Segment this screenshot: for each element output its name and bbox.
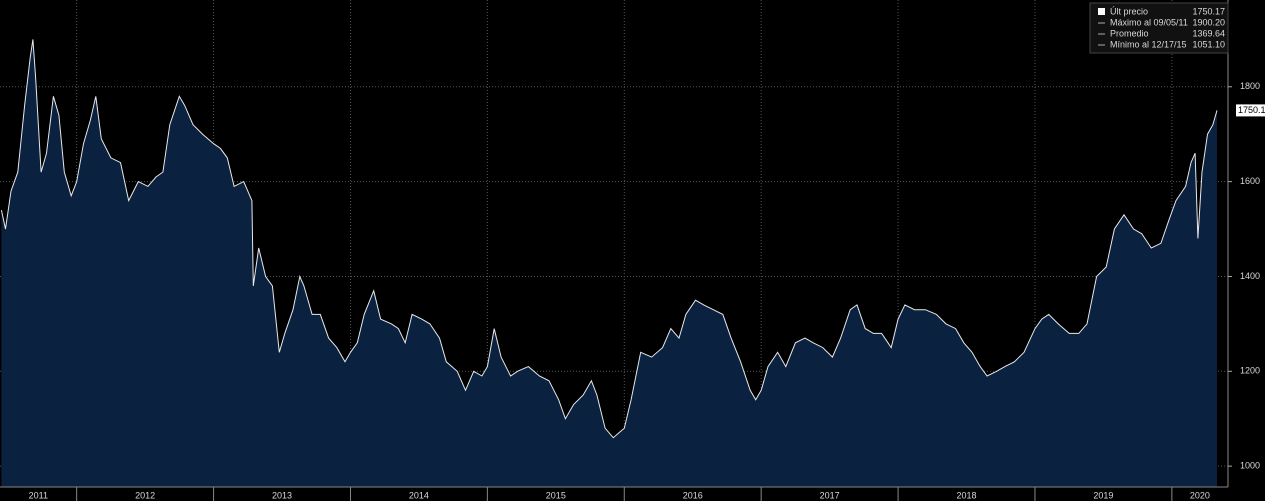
x-tick-label: 2011 <box>29 490 48 500</box>
y-tick-label: 1600 <box>1240 176 1260 186</box>
legend-value: 1750.17 <box>1192 6 1225 16</box>
x-tick-label: 2019 <box>1093 490 1113 500</box>
x-tick-label: 2013 <box>272 490 292 500</box>
x-tick-label: 2015 <box>546 490 566 500</box>
legend-swatch <box>1098 8 1105 15</box>
legend-name: Mínimo al 12/17/15 <box>1110 39 1187 49</box>
legend-name: Promedio <box>1110 28 1149 38</box>
legend-box <box>1089 2 1229 54</box>
y-tick-label: 1800 <box>1240 81 1260 91</box>
last-price-label: 1750.1 <box>1238 105 1265 115</box>
legend-value: 1051.10 <box>1192 39 1225 49</box>
x-tick-label: 2014 <box>409 490 429 500</box>
legend-name: Últ precio <box>1110 6 1148 16</box>
line <box>0 39 1218 439</box>
legend: Últ precio 1750.17 Máximo al 09/05/11 1900.… <box>1089 2 1229 54</box>
y-tick-label: 1200 <box>1240 366 1260 376</box>
x-tick-label: 2012 <box>135 490 155 500</box>
legend-name: Máximo al 09/05/11 <box>1110 17 1188 27</box>
x-tick-label: 2018 <box>957 490 977 500</box>
area <box>1 39 1217 488</box>
x-tick-label: 2016 <box>683 490 703 500</box>
x-tick-label: 2017 <box>820 490 840 500</box>
legend-value: 1369.64 <box>1192 28 1225 38</box>
legend-value: 1900.20 <box>1192 17 1225 27</box>
y-tick-label: 1400 <box>1240 271 1260 281</box>
last-price-tag <box>1236 104 1265 117</box>
y-tick-label: 1000 <box>1240 461 1260 471</box>
x-tick-label: 2020 <box>1190 490 1210 500</box>
